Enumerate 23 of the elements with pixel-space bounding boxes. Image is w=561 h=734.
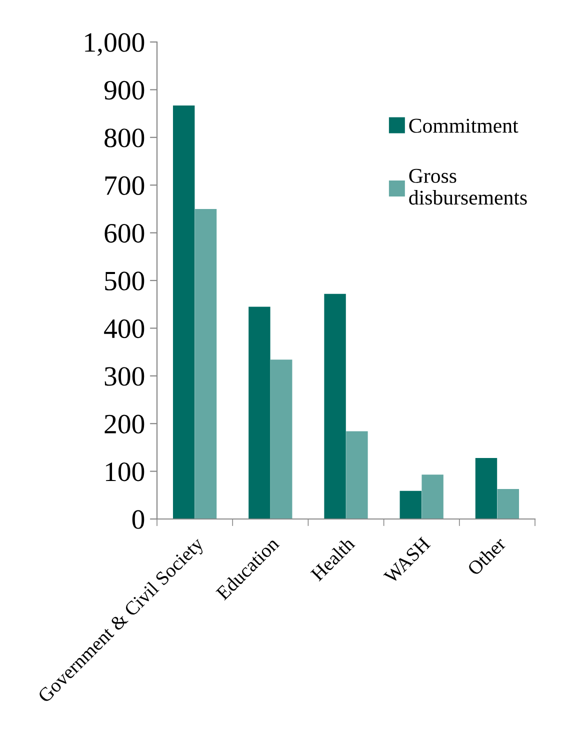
y-tick-label: 500 (105, 272, 144, 290)
y-tick-label: 1,000 (85, 33, 144, 56)
y-tick-label: 0 (132, 510, 144, 529)
bar (346, 431, 368, 519)
bar (422, 474, 444, 519)
y-tick-label: 400 (104, 319, 144, 338)
legend-label: Gross disbursements (409, 168, 527, 205)
bar (194, 208, 217, 519)
y-tick-label: 600 (104, 224, 144, 243)
y-tick-label: 900 (104, 80, 144, 100)
bar (248, 306, 270, 519)
bar (324, 294, 346, 519)
y-tick-label: 300 (104, 367, 144, 386)
bar (475, 458, 498, 519)
y-tick-label: 200 (104, 414, 144, 434)
bar (172, 105, 195, 519)
y-tick-label: 800 (104, 128, 144, 148)
y-tick-label: 100 (106, 462, 144, 482)
bar (270, 360, 292, 519)
bar (497, 488, 520, 519)
legend-label: Commitment (409, 118, 518, 133)
bar (400, 490, 422, 519)
y-tick-label: 700 (105, 176, 144, 196)
